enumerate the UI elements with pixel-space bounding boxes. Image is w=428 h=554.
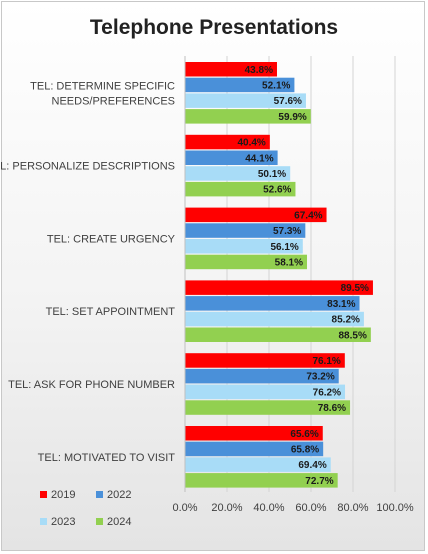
category-label: TEL: SET APPOINTMENT bbox=[46, 306, 176, 318]
category-label: NEEDS/PREFERENCES bbox=[52, 95, 175, 107]
data-label: 56.1% bbox=[270, 242, 298, 253]
data-label: 52.6% bbox=[263, 185, 291, 196]
legend-swatch bbox=[40, 518, 47, 525]
bar bbox=[185, 327, 371, 342]
bar bbox=[185, 280, 373, 295]
bar bbox=[185, 207, 327, 223]
x-tick-label: 100.0% bbox=[376, 502, 414, 514]
legend-label: 2024 bbox=[107, 516, 131, 528]
data-label: 78.6% bbox=[318, 403, 346, 414]
bar bbox=[185, 223, 306, 238]
legend-label: 2019 bbox=[51, 489, 75, 501]
bar bbox=[185, 150, 278, 165]
category-label: TEL: PERSONALIZE DESCRIPTIONS bbox=[0, 161, 175, 173]
legend-swatch bbox=[96, 491, 103, 498]
data-label: 83.1% bbox=[327, 299, 355, 310]
legend-label: 2023 bbox=[51, 516, 75, 528]
bar bbox=[185, 166, 291, 181]
data-label: 89.5% bbox=[341, 283, 369, 294]
data-label: 58.1% bbox=[275, 257, 303, 268]
bar bbox=[185, 134, 270, 150]
x-tick-label: 0.0% bbox=[172, 502, 197, 514]
x-tick-label: 80.0% bbox=[337, 502, 368, 514]
data-label: 85.2% bbox=[332, 315, 360, 326]
data-label: 44.1% bbox=[245, 153, 273, 164]
x-tick-label: 20.0% bbox=[211, 502, 242, 514]
bar bbox=[185, 384, 346, 400]
data-label: 59.9% bbox=[278, 112, 306, 123]
bar bbox=[185, 109, 311, 124]
data-label: 67.4% bbox=[294, 210, 322, 221]
category-label: TEL: ASK FOR PHONE NUMBER bbox=[8, 379, 175, 391]
bar bbox=[185, 311, 364, 327]
bar bbox=[185, 239, 303, 254]
data-label: 40.4% bbox=[237, 138, 265, 149]
data-label: 57.6% bbox=[274, 96, 302, 107]
category-label: TEL: CREATE URGENCY bbox=[47, 233, 176, 245]
legend-swatch bbox=[96, 518, 103, 525]
legend-label: 2022 bbox=[107, 489, 131, 501]
data-label: 65.6% bbox=[290, 429, 318, 440]
data-label: 72.7% bbox=[305, 476, 333, 487]
category-label: TEL: DETERMINE SPECIFIC bbox=[30, 80, 175, 92]
bar bbox=[185, 426, 323, 441]
data-label: 65.8% bbox=[291, 444, 319, 455]
bar bbox=[185, 368, 339, 384]
data-label: 76.1% bbox=[312, 356, 340, 367]
data-label: 52.1% bbox=[262, 80, 290, 91]
data-label: 88.5% bbox=[338, 330, 366, 341]
data-label: 50.1% bbox=[258, 169, 286, 180]
data-label: 76.2% bbox=[313, 387, 341, 398]
bar bbox=[185, 93, 306, 108]
bar bbox=[185, 441, 324, 457]
data-label: 57.3% bbox=[273, 226, 301, 237]
x-tick-label: 40.0% bbox=[253, 502, 284, 514]
bar bbox=[185, 62, 277, 77]
legend-swatch bbox=[40, 491, 47, 498]
bar bbox=[185, 181, 296, 197]
bar bbox=[185, 400, 351, 415]
bar bbox=[185, 296, 360, 311]
chart-title: Telephone Presentations bbox=[90, 16, 338, 39]
data-label: 43.8% bbox=[245, 65, 273, 76]
category-label: TEL: MOTIVATED TO VISIT bbox=[38, 452, 176, 464]
bar bbox=[185, 77, 295, 93]
x-tick-label: 60.0% bbox=[295, 502, 326, 514]
bar bbox=[185, 457, 331, 472]
data-label: 69.4% bbox=[298, 460, 326, 471]
bar bbox=[185, 353, 345, 368]
bar bbox=[185, 254, 308, 270]
bar bbox=[185, 473, 338, 488]
data-label: 73.2% bbox=[306, 372, 334, 383]
